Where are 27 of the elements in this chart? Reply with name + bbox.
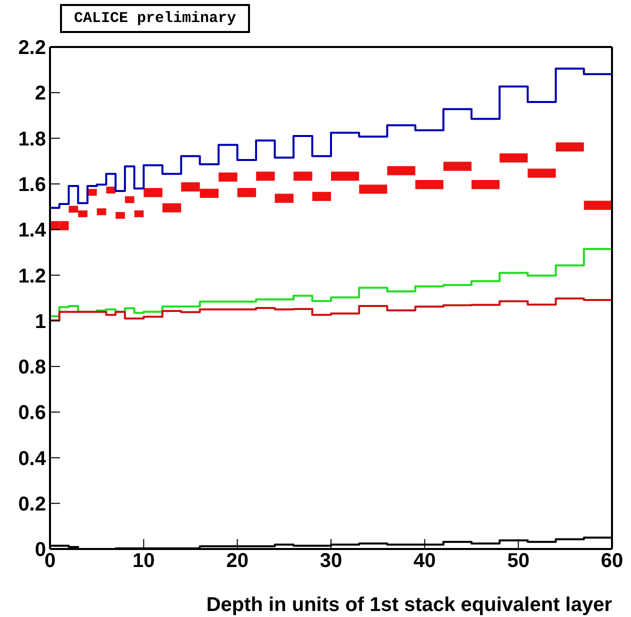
bar (256, 172, 275, 181)
y-tick-label: 1.4 (18, 220, 47, 242)
y-tick-label: 1.2 (18, 265, 46, 288)
bar (162, 203, 182, 212)
bar (274, 194, 294, 203)
y-tick-label: 2 (34, 82, 46, 105)
x-axis-title: Depth in units of 1st stack equivalent layer (206, 594, 612, 616)
bar (294, 172, 312, 181)
x-tick-label: 20 (226, 550, 248, 572)
x-tick-label: 10 (132, 550, 155, 572)
bar (144, 188, 162, 198)
y-tick-label: 1 (34, 310, 46, 333)
x-tick-label: 60 (600, 550, 624, 572)
y-tick-label: 0.8 (18, 356, 46, 379)
y-tick-label: 2.2 (18, 37, 46, 60)
y-tick-label: 0.4 (18, 448, 47, 470)
bar (237, 188, 256, 198)
y-tick-label: 1.8 (18, 128, 46, 150)
text: CALICE preliminary (60, 4, 250, 33)
x-tick-label: 30 (320, 550, 342, 572)
bar (312, 192, 331, 202)
y-tick-label: 0.2 (18, 493, 46, 516)
bar (218, 172, 238, 182)
y-tick-label: 0.6 (18, 402, 46, 424)
x-tick-label: 40 (414, 550, 436, 572)
y-tick-label: 1.6 (18, 174, 46, 196)
x-tick-label: 50 (507, 550, 530, 572)
